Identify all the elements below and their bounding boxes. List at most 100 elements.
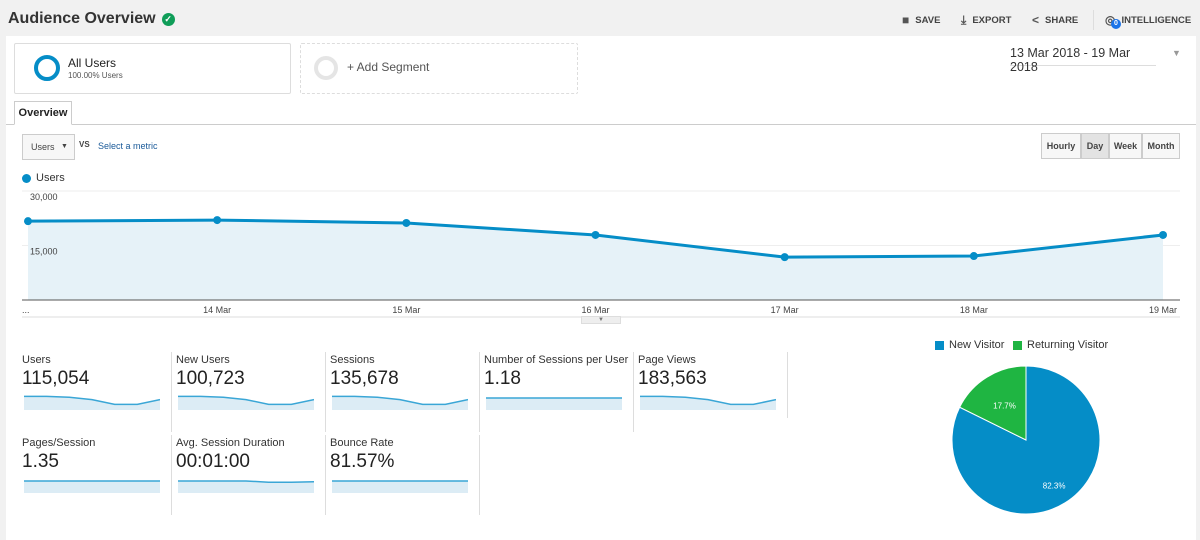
- metric-value: 1.35: [22, 451, 59, 472]
- metric-label: Bounce Rate: [330, 437, 394, 449]
- week-button[interactable]: Week: [1109, 133, 1142, 159]
- sparkline: [178, 395, 315, 410]
- sparkline-area: [332, 481, 468, 493]
- sparkline-line: [178, 480, 315, 483]
- chevron-down-icon: ▼: [1172, 48, 1181, 58]
- metric-label: Sessions: [330, 354, 375, 366]
- x-tick-label: 17 Mar: [771, 305, 799, 315]
- x-tick-label: 16 Mar: [581, 305, 609, 315]
- metric-value: 1.18: [484, 368, 521, 389]
- metric-pages-session[interactable]: Pages/Session 1.35: [22, 435, 172, 515]
- x-tick-label: ...: [22, 305, 30, 315]
- sparkline-area: [486, 398, 622, 410]
- users-area: [28, 220, 1163, 300]
- sparkline-area: [178, 481, 314, 493]
- sparkline: [332, 395, 469, 410]
- pie-label: 17.7%: [993, 401, 1016, 410]
- hourly-button[interactable]: Hourly: [1041, 133, 1081, 159]
- vs-label: VS: [79, 140, 90, 149]
- sparkline-area: [24, 396, 160, 410]
- sparkline-line: [24, 395, 161, 406]
- sparkline: [332, 480, 468, 493]
- verified-check-icon: ✓: [161, 12, 175, 26]
- intelligence-label: INTELLIGENCE: [1121, 14, 1192, 26]
- sparkline: [640, 395, 777, 410]
- sparkline: [24, 480, 160, 493]
- metric-value: 183,563: [638, 368, 707, 389]
- metric-users[interactable]: Users 115,054: [22, 352, 172, 432]
- pie-legend-new: New Visitor: [935, 339, 1004, 351]
- empty-ring-icon: [314, 56, 338, 80]
- export-label: EXPORT: [972, 15, 1012, 26]
- metric-avg-session-duration[interactable]: Avg. Session Duration 00:01:00: [176, 435, 326, 515]
- day-button[interactable]: Day: [1081, 133, 1109, 159]
- tab-overview[interactable]: Overview: [14, 101, 72, 125]
- users-line-chart: 30,000 15,000... 14 Mar 15 Mar 16 Mar 17 Mar 1…: [22, 190, 1180, 318]
- save-icon: ■: [902, 13, 910, 27]
- legend-users-label: Users: [36, 172, 65, 184]
- metric-label: Avg. Session Duration: [176, 437, 285, 449]
- metric-label: Page Views: [638, 354, 696, 366]
- legend-swatch-icon: [1013, 340, 1022, 350]
- save-button[interactable]: ■ SAVE: [902, 13, 940, 27]
- select-metric-link[interactable]: Select a metric: [98, 141, 158, 151]
- sparkline-line: [178, 395, 315, 406]
- metric-value: 81.57%: [330, 451, 395, 472]
- pie-legend-returning: Returning Visitor: [1013, 339, 1108, 351]
- sparkline-area: [332, 396, 468, 410]
- data-point[interactable]: [213, 216, 222, 225]
- metric-value: 135,678: [330, 368, 399, 389]
- metric-bounce-rate[interactable]: Bounce Rate 81.57%: [330, 435, 480, 515]
- sparkline-line: [640, 395, 777, 406]
- metric-page-views[interactable]: Page Views 183,563: [638, 352, 788, 418]
- legend-returning-label: Returning Visitor: [1027, 339, 1109, 351]
- data-point[interactable]: [969, 252, 978, 261]
- metric-label: Number of Sessions per User: [484, 354, 629, 366]
- chevron-down-icon: ▼: [61, 143, 68, 150]
- segment-all-users[interactable]: All Users 100.00% Users: [14, 43, 291, 94]
- share-button[interactable]: < SHARE: [1032, 13, 1078, 27]
- legend-swatch-icon: [935, 340, 944, 350]
- sparkline-area: [24, 481, 160, 493]
- download-icon: ⤓: [961, 13, 967, 27]
- data-point[interactable]: [402, 218, 411, 227]
- sparkline-area: [178, 396, 314, 410]
- metric-new-users[interactable]: New Users 100,723: [176, 352, 326, 432]
- export-button[interactable]: ⤓ EXPORT: [961, 13, 1011, 28]
- sparkline-line: [332, 395, 469, 406]
- chart-legend: Users: [22, 172, 65, 184]
- sparkline-area: [640, 396, 776, 410]
- share-icon: <: [1032, 13, 1040, 27]
- data-point[interactable]: [1159, 230, 1167, 239]
- legend-new-label: New Visitor: [949, 339, 1005, 351]
- month-button[interactable]: Month: [1142, 133, 1180, 159]
- y-tick-label: 30,000: [30, 192, 58, 202]
- x-tick-label: 15 Mar: [392, 305, 420, 315]
- title-text: Audience Overview: [8, 10, 156, 27]
- segment-sub: 100.00% Users: [68, 71, 123, 80]
- data-point[interactable]: [780, 253, 789, 262]
- metric-select-value: Users: [31, 142, 55, 152]
- date-range-text: 13 Mar 2018 - 19 Mar 2018: [1010, 46, 1131, 74]
- pie-slice-returning[interactable]: [958, 365, 1027, 441]
- metric-value: 115,054: [22, 368, 90, 389]
- metric-number-of-sessions-per-user[interactable]: Number of Sessions per User 1.18: [484, 352, 634, 432]
- chart-collapse-handle[interactable]: ▼: [581, 316, 621, 324]
- metric-select[interactable]: Users ▼: [22, 134, 75, 160]
- segment-name: All Users: [68, 56, 117, 70]
- intelligence-button[interactable]: ◎ 0 INTELLIGENCE: [1105, 13, 1192, 29]
- metric-value: 100,723: [176, 368, 245, 389]
- date-range-picker[interactable]: 13 Mar 2018 - 19 Mar 2018 ▼: [1010, 46, 1181, 74]
- data-point[interactable]: [591, 230, 600, 239]
- data-point[interactable]: [24, 217, 32, 226]
- metric-sessions[interactable]: Sessions 135,678: [330, 352, 480, 432]
- tab-divider: [6, 124, 1196, 125]
- granularity-toggle: Hourly Day Week Month: [1041, 133, 1180, 159]
- metric-value: 00:01:00: [176, 451, 250, 472]
- add-segment-button[interactable]: + Add Segment: [300, 43, 578, 94]
- y-tick-label: 15,000: [30, 247, 58, 257]
- intelligence-icon: ◎ 0: [1105, 13, 1121, 29]
- page-title: Audience Overview ✓: [8, 10, 175, 28]
- share-label: SHARE: [1045, 14, 1079, 26]
- intelligence-badge: 0: [1111, 19, 1121, 29]
